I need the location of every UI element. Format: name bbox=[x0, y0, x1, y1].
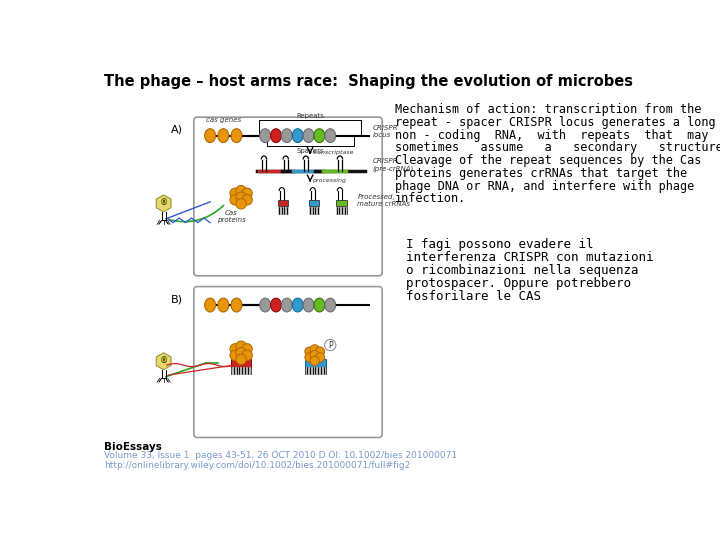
Text: fosforilare le CAS: fosforilare le CAS bbox=[406, 291, 541, 303]
Text: http://onlinelibrary.wiley.com/doi/10.1002/bies.201000071/full#fig2: http://onlinelibrary.wiley.com/doi/10.10… bbox=[104, 461, 410, 470]
Text: Cas
proteins: Cas proteins bbox=[217, 210, 246, 222]
Circle shape bbox=[242, 188, 252, 199]
Text: Volume 33, Issue 1  pages 43-51, 26 OCT 2010 D OI: 10.1002/bies 201000071: Volume 33, Issue 1 pages 43-51, 26 OCT 2… bbox=[104, 451, 457, 460]
Ellipse shape bbox=[260, 298, 271, 312]
Ellipse shape bbox=[314, 298, 325, 312]
Polygon shape bbox=[156, 195, 171, 212]
Text: o ricombinazioni nella sequenza: o ricombinazioni nella sequenza bbox=[406, 264, 639, 277]
Circle shape bbox=[305, 347, 314, 356]
Bar bbox=[305, 359, 325, 367]
Bar bbox=[231, 359, 251, 367]
Text: protospacer. Oppure potrebbero: protospacer. Oppure potrebbero bbox=[406, 278, 631, 291]
Bar bbox=[277, 200, 289, 206]
Circle shape bbox=[230, 343, 240, 354]
Ellipse shape bbox=[231, 298, 242, 312]
Bar bbox=[305, 367, 325, 374]
Circle shape bbox=[242, 350, 252, 361]
Bar bbox=[231, 367, 251, 374]
Circle shape bbox=[315, 347, 325, 356]
Ellipse shape bbox=[292, 129, 303, 143]
Text: I fagi possono evadere il: I fagi possono evadere il bbox=[406, 238, 594, 251]
Bar bbox=[336, 200, 346, 206]
FancyBboxPatch shape bbox=[194, 287, 382, 437]
Circle shape bbox=[230, 194, 240, 205]
Circle shape bbox=[236, 192, 246, 202]
Text: Mechanism of action: transcription from the: Mechanism of action: transcription from … bbox=[395, 103, 701, 116]
Ellipse shape bbox=[204, 298, 215, 312]
Circle shape bbox=[242, 194, 252, 205]
Ellipse shape bbox=[282, 129, 292, 143]
Circle shape bbox=[305, 353, 314, 362]
Polygon shape bbox=[156, 353, 171, 370]
Circle shape bbox=[236, 185, 246, 196]
Circle shape bbox=[236, 341, 246, 352]
Bar bbox=[309, 207, 320, 214]
FancyBboxPatch shape bbox=[194, 117, 382, 276]
Text: BioEssays: BioEssays bbox=[104, 442, 162, 452]
Circle shape bbox=[236, 199, 246, 209]
Text: B): B) bbox=[171, 294, 184, 304]
Text: CRISPR
locus: CRISPR locus bbox=[373, 125, 398, 138]
Circle shape bbox=[236, 354, 246, 364]
Text: Processed,
mature crRNAs: Processed, mature crRNAs bbox=[357, 194, 410, 207]
Text: processing: processing bbox=[312, 178, 346, 183]
Ellipse shape bbox=[303, 298, 314, 312]
Text: non - coding  RNA,  with  repeats  that  may: non - coding RNA, with repeats that may bbox=[395, 129, 708, 141]
Text: ®: ® bbox=[160, 199, 168, 208]
Ellipse shape bbox=[314, 129, 325, 143]
Text: Cleavage of the repeat sequences by the Cas: Cleavage of the repeat sequences by the … bbox=[395, 154, 701, 167]
Circle shape bbox=[315, 353, 325, 362]
Circle shape bbox=[230, 188, 240, 199]
Text: P: P bbox=[328, 341, 333, 349]
Bar bbox=[309, 200, 320, 206]
Ellipse shape bbox=[325, 129, 336, 143]
Ellipse shape bbox=[271, 129, 282, 143]
Ellipse shape bbox=[231, 129, 242, 143]
Circle shape bbox=[310, 356, 320, 366]
Circle shape bbox=[310, 345, 320, 354]
Circle shape bbox=[242, 343, 252, 354]
Text: Repeats: Repeats bbox=[296, 113, 324, 119]
Text: repeat - spacer CRISPR locus generates a long: repeat - spacer CRISPR locus generates a… bbox=[395, 116, 715, 129]
Text: The phage – host arms race:  Shaping the evolution of microbes: The phage – host arms race: Shaping the … bbox=[104, 74, 634, 89]
Bar bbox=[336, 207, 346, 214]
Text: cas genes: cas genes bbox=[206, 117, 241, 123]
Circle shape bbox=[230, 350, 240, 361]
Ellipse shape bbox=[204, 129, 215, 143]
Ellipse shape bbox=[218, 129, 229, 143]
Circle shape bbox=[310, 350, 320, 360]
Text: ®: ® bbox=[160, 357, 168, 366]
Ellipse shape bbox=[282, 298, 292, 312]
Text: proteins generates crRNAs that target the: proteins generates crRNAs that target th… bbox=[395, 167, 687, 180]
Ellipse shape bbox=[218, 298, 229, 312]
Text: interferenza CRISPR con mutazioni: interferenza CRISPR con mutazioni bbox=[406, 251, 654, 264]
Text: Spacers: Spacers bbox=[297, 148, 324, 154]
Ellipse shape bbox=[260, 129, 271, 143]
Ellipse shape bbox=[271, 298, 282, 312]
Circle shape bbox=[236, 348, 246, 358]
Bar bbox=[277, 207, 289, 214]
Text: phage DNA or RNA, and interfere with phage: phage DNA or RNA, and interfere with pha… bbox=[395, 179, 694, 193]
Text: CRISPR
(pre-crRNA): CRISPR (pre-crRNA) bbox=[373, 158, 414, 172]
Text: A): A) bbox=[171, 125, 184, 135]
Text: infection.: infection. bbox=[395, 192, 466, 205]
Text: transcriptase: transcriptase bbox=[312, 150, 354, 155]
Text: sometimes   assume   a   secondary   structure.: sometimes assume a secondary structure. bbox=[395, 141, 720, 154]
Ellipse shape bbox=[303, 129, 314, 143]
Ellipse shape bbox=[292, 298, 303, 312]
Ellipse shape bbox=[325, 298, 336, 312]
